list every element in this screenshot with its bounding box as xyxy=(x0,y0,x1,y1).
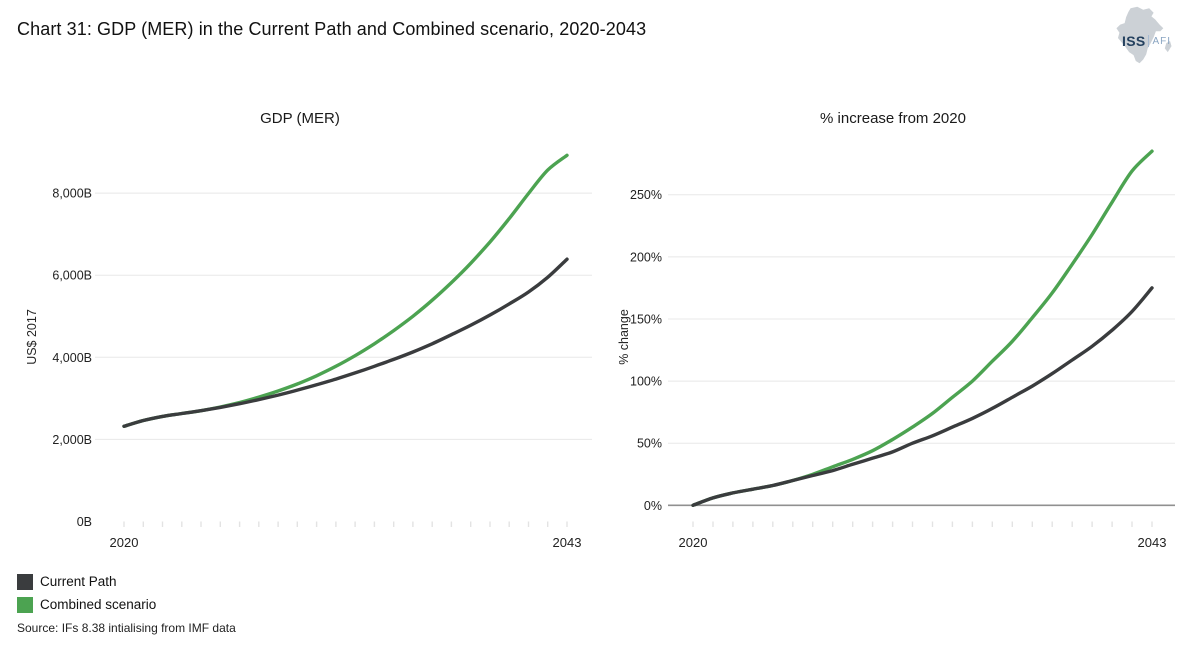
legend-item-combined-scenario: Combined scenario xyxy=(17,593,156,616)
svg-text:100%: 100% xyxy=(630,375,662,389)
svg-text:2020: 2020 xyxy=(679,535,708,550)
svg-text:0B: 0B xyxy=(77,515,92,529)
africa-map-icon xyxy=(1116,6,1172,64)
svg-text:200%: 200% xyxy=(630,250,662,264)
percent-increase-chart-title: % increase from 2020 xyxy=(820,110,966,127)
svg-text:2020: 2020 xyxy=(110,535,139,550)
svg-text:4,000B: 4,000B xyxy=(52,351,92,365)
svg-text:6,000B: 6,000B xyxy=(52,269,92,283)
source-note: Source: IFs 8.38 intialising from IMF da… xyxy=(17,621,236,635)
svg-text:8,000B: 8,000B xyxy=(52,187,92,201)
percent-increase-chart-canvas: 0% 50% 100% 150% 200% 250% 2020 2043 xyxy=(630,149,1175,550)
svg-text:2043: 2043 xyxy=(553,535,582,550)
svg-text:2043: 2043 xyxy=(1138,535,1167,550)
logo-text: ISS AFI xyxy=(1122,33,1171,49)
logo-afi-label: AFI xyxy=(1152,35,1172,47)
svg-text:0%: 0% xyxy=(644,499,662,513)
svg-text:250%: 250% xyxy=(630,188,662,202)
gdp-mer-chart: GDP (MER) US$ 2017 0B 2,000B 4,000B 6,000B 8… xyxy=(0,100,600,570)
logo-iss-label: ISS xyxy=(1122,33,1146,49)
current-path-legend-label: Current Path xyxy=(40,574,117,589)
logo-separator xyxy=(1148,35,1150,47)
combined-scenario-legend-label: Combined scenario xyxy=(40,597,157,612)
svg-text:2,000B: 2,000B xyxy=(52,433,92,447)
legend-item-current-path: Current Path xyxy=(17,570,156,593)
current-path-swatch-icon xyxy=(17,573,33,590)
combined-scenario-swatch-icon xyxy=(17,596,33,613)
legend: Current Path Combined scenario xyxy=(17,570,156,616)
svg-text:150%: 150% xyxy=(630,313,662,327)
iss-afi-logo: ISS AFI xyxy=(1102,6,1180,64)
page-title: Chart 31: GDP (MER) in the Current Path … xyxy=(17,19,647,39)
gdp-mer-chart-canvas: 0B 2,000B 4,000B 6,000B 8,000B 2020 2043 xyxy=(52,153,592,550)
gdp-mer-chart-title: GDP (MER) xyxy=(260,110,340,127)
percent-increase-chart: % increase from 2020 % change 0% 50% 100% 1… xyxy=(600,100,1186,570)
svg-text:50%: 50% xyxy=(637,437,662,451)
